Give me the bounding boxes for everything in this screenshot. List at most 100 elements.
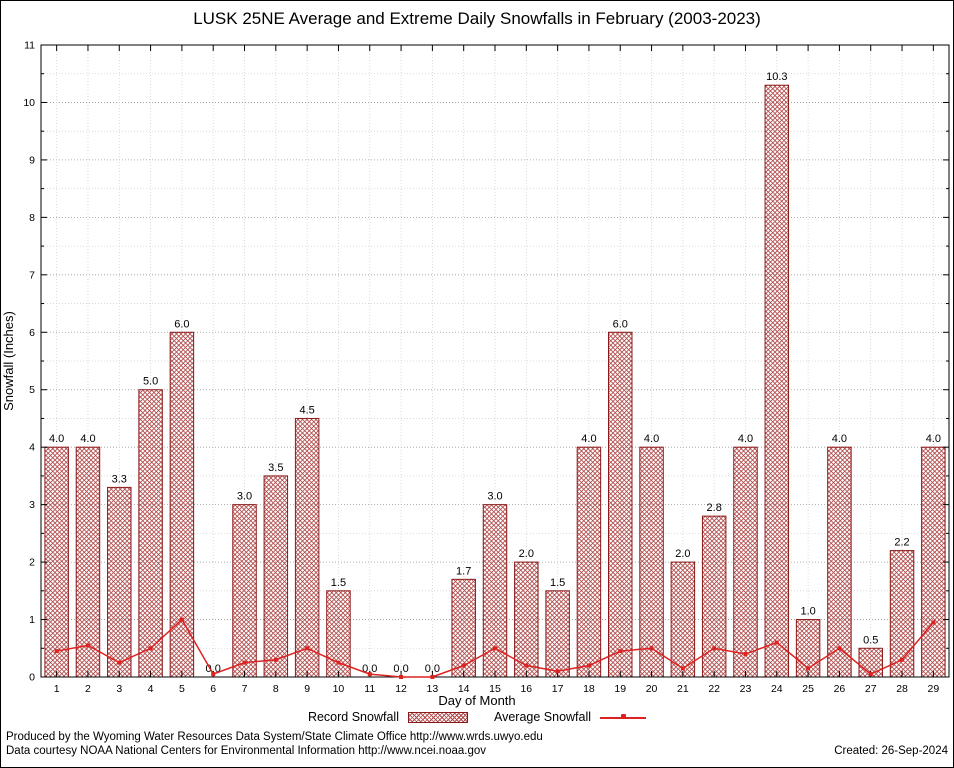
x-tick-label: 10 bbox=[333, 683, 345, 695]
legend-item-average-snowfall: Average Snowfall bbox=[493, 710, 647, 724]
legend-label-average-snowfall: Average Snowfall bbox=[493, 710, 592, 724]
bar-value-label: 6.0 bbox=[613, 318, 628, 330]
x-tick-label: 23 bbox=[740, 683, 752, 695]
record-snowfall-bars: 4.0 4.03.35.06.00.03.03.54.51.50.0 0.0 0.01… bbox=[44, 71, 946, 678]
legend-average-swatch bbox=[600, 713, 647, 722]
footer-created-date: Created: 26-Sep-2024 bbox=[834, 745, 948, 757]
avg-point bbox=[680, 666, 685, 671]
avg-point bbox=[931, 620, 936, 625]
bar-day-16 bbox=[514, 561, 539, 678]
chart-legend: Record Snowfall Average Snowfall bbox=[1, 707, 953, 727]
average-snowfall-line bbox=[54, 617, 936, 679]
bar-day-2 bbox=[75, 446, 101, 678]
bar-value-label: 3.3 bbox=[112, 473, 127, 485]
avg-point bbox=[649, 646, 654, 651]
avg-point bbox=[586, 663, 591, 668]
bar-day-20 bbox=[639, 446, 664, 678]
avg-point bbox=[305, 646, 310, 651]
avg-point bbox=[461, 663, 466, 668]
avg-point bbox=[555, 669, 560, 674]
y-tick-label: 7 bbox=[29, 269, 35, 281]
bar-value-label: 1.5 bbox=[331, 577, 346, 589]
bar-value-label: 2.8 bbox=[707, 502, 722, 514]
bar-day-8 bbox=[263, 475, 289, 678]
bar-day-19 bbox=[608, 331, 633, 678]
chart-title: LUSK 25NE Average and Extreme Daily Snow… bbox=[193, 9, 761, 28]
bar-value-label: 6.0 bbox=[174, 318, 189, 330]
avg-point bbox=[868, 672, 873, 677]
x-tick-label: 11 bbox=[364, 683, 375, 695]
bar-value-label: 3.0 bbox=[237, 491, 252, 503]
y-tick-label: 11 bbox=[24, 40, 35, 52]
y-axis-title: Snowfall (Inches) bbox=[1, 311, 16, 411]
bar-value-label: 10.3 bbox=[766, 71, 787, 83]
avg-point bbox=[618, 649, 623, 654]
x-tick-label: 25 bbox=[802, 683, 814, 695]
legend-record-swatch bbox=[407, 711, 468, 723]
x-tick-label: 5 bbox=[179, 683, 185, 695]
bar-day-17 bbox=[545, 590, 570, 678]
avg-point bbox=[493, 646, 497, 651]
bar-value-label: 2.0 bbox=[519, 548, 534, 560]
x-tick-label: 1 bbox=[54, 683, 60, 695]
avg-point bbox=[774, 640, 779, 645]
footer: Produced by the Wyoming Water Resources … bbox=[1, 727, 953, 760]
x-tick-label: 13 bbox=[427, 683, 439, 695]
x-tick-label: 6 bbox=[210, 683, 216, 695]
avg-point bbox=[900, 657, 905, 662]
bar-day-24 bbox=[764, 84, 790, 678]
x-tick-label: 18 bbox=[583, 683, 595, 695]
x-tick-label: 26 bbox=[834, 683, 846, 695]
bar-day-18 bbox=[576, 446, 602, 678]
avg-point bbox=[148, 646, 153, 651]
bar-day-7 bbox=[232, 504, 257, 678]
x-tick-label: 20 bbox=[646, 683, 658, 695]
avg-point bbox=[399, 675, 404, 679]
bar-value-label: 4.0 bbox=[80, 433, 95, 445]
bar-day-26 bbox=[827, 446, 852, 678]
bar-value-label: 0.0 bbox=[425, 663, 440, 675]
avg-point bbox=[743, 652, 748, 657]
x-tick-label: 9 bbox=[304, 683, 310, 695]
x-tick-label: 15 bbox=[489, 683, 501, 695]
x-tick-label: 3 bbox=[116, 683, 122, 695]
bar-value-label: 4.0 bbox=[49, 433, 64, 445]
avg-point bbox=[273, 657, 278, 662]
bar-value-label: 1.7 bbox=[456, 565, 471, 577]
y-tick-label: 1 bbox=[29, 614, 35, 626]
footer-credits: Produced by the Wyoming Water Resources … bbox=[6, 730, 543, 758]
y-tick-label: 4 bbox=[29, 442, 35, 454]
legend-point-marker bbox=[620, 713, 626, 719]
x-tick-label: 19 bbox=[614, 683, 626, 695]
avg-point bbox=[336, 660, 341, 665]
avg-point bbox=[712, 646, 717, 651]
bar-value-label: 4.0 bbox=[926, 433, 941, 445]
bar-value-label: 3.0 bbox=[487, 491, 502, 503]
bar-value-label: 1.0 bbox=[800, 606, 815, 618]
avg-point bbox=[242, 660, 247, 665]
bar-value-label: 4.5 bbox=[299, 404, 314, 416]
x-axis-title: Day of Month bbox=[438, 693, 516, 708]
x-tick-label: 27 bbox=[865, 683, 877, 695]
y-tick-label: 2 bbox=[29, 557, 35, 569]
bar-value-label: 0.0 bbox=[393, 663, 408, 675]
legend-label-record-snowfall: Record Snowfall bbox=[307, 710, 399, 724]
x-tick-label: 12 bbox=[395, 683, 407, 695]
bar-day-9 bbox=[294, 417, 320, 678]
bar-value-label: 4.0 bbox=[644, 433, 659, 445]
x-tick-label: 21 bbox=[677, 683, 689, 695]
x-tick-label: 17 bbox=[552, 683, 564, 695]
bar-day-4 bbox=[138, 389, 163, 678]
avg-point bbox=[524, 663, 529, 668]
bar-day-3 bbox=[107, 486, 132, 678]
avg-point bbox=[117, 660, 122, 665]
bar-day-23 bbox=[733, 446, 758, 678]
y-tick-label: 3 bbox=[29, 499, 35, 511]
bar-value-label: 4.0 bbox=[832, 433, 847, 445]
avg-point bbox=[806, 666, 811, 671]
footer-data-courtesy: Data courtesy NOAA National Centers for … bbox=[6, 745, 487, 757]
x-tick-label: 24 bbox=[771, 683, 783, 695]
bar-day-15 bbox=[482, 504, 508, 678]
